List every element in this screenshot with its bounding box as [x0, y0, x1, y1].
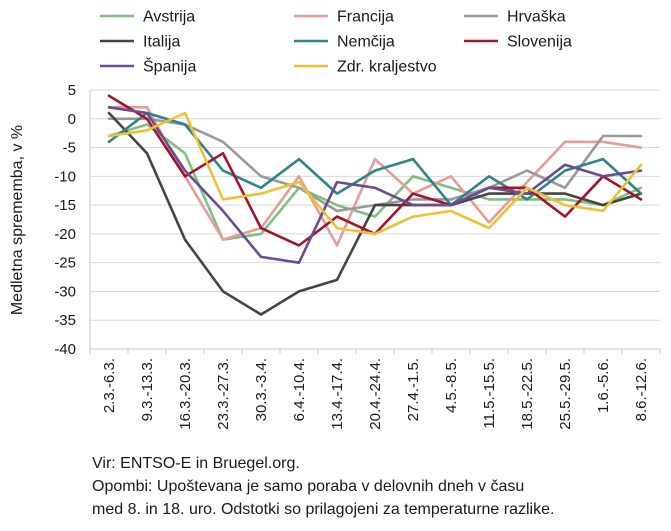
y-axis-title: Medletna sprememba, v % — [9, 125, 26, 315]
x-tick-label: 11.5.-15.5. — [481, 358, 498, 429]
x-tick-label: 27.4.-1.5. — [405, 358, 422, 421]
legend-label: Nemčija — [337, 34, 395, 51]
x-tick-label: 2.3.-6.3. — [101, 358, 118, 413]
x-tick-label: 18.5.-22.5. — [519, 358, 536, 430]
y-tick-label: 0 — [68, 111, 76, 128]
y-tick-label: 5 — [68, 82, 76, 99]
x-tick-label: 13.4.-17.4. — [329, 358, 346, 430]
x-tick-label: 9.3.-13.3. — [139, 358, 156, 421]
chart-notes: Vir: ENTSO-E in Bruegel.org. Opombi: Upo… — [92, 452, 554, 521]
x-tick-label: 25.5.-29.5. — [557, 358, 574, 430]
x-tick-label: 16.3.-20.3. — [177, 358, 194, 430]
x-tick-label: 23.3.-27.3. — [215, 358, 232, 430]
remarks-line-2: med 8. in 18. uro. Odstotki so prilagoje… — [92, 501, 555, 518]
remarks-line-1: Opombi: Upoštevana je samo poraba v delo… — [92, 478, 525, 495]
series-line — [107, 106, 643, 247]
y-tick-label: -35 — [54, 312, 76, 329]
series-line — [107, 106, 643, 265]
series-line — [107, 111, 643, 316]
legend-label: Hrvaška — [507, 9, 566, 26]
x-tick-label: 8.6.-12.6. — [633, 358, 650, 421]
legend-label: Avstrija — [143, 9, 195, 26]
x-tick-label: 4.5.-8.5. — [443, 358, 460, 413]
y-tick-label: -5 — [63, 140, 76, 157]
series-lines — [107, 94, 643, 316]
x-tick-label: 30.3.-3.4. — [253, 358, 270, 421]
legend-label: Slovenija — [507, 34, 572, 51]
line-chart: 5 0 -5 -10 -15 -20 -25 -30 -35 -40 2.3.-6.3. 9.3.-1… — [9, 9, 661, 430]
y-tick-label: -30 — [54, 283, 76, 300]
legend-label: Italija — [143, 34, 180, 51]
legend-label: Španija — [143, 57, 196, 76]
x-tick-label: 20.4.-24.4. — [367, 358, 384, 430]
y-tick-label: -25 — [54, 255, 76, 272]
axes: 5 0 -5 -10 -15 -20 -25 -30 -35 -40 2.3.-6.3. 9.3.-1… — [54, 82, 661, 430]
x-tick-label: 1.6.-5.6. — [595, 358, 612, 413]
x-tick-label: 6.4.-10.4. — [291, 358, 308, 421]
legend-label: Francija — [337, 9, 394, 26]
y-tick-label: -10 — [54, 168, 76, 185]
source-note: Vir: ENTSO-E in Bruegel.org. — [92, 455, 300, 472]
series-line — [107, 111, 643, 236]
y-tick-label: -40 — [54, 341, 76, 358]
y-tick-label: -20 — [54, 226, 76, 243]
legend-label: Zdr. kraljestvo — [337, 59, 437, 76]
legend: Avstrija Francija Hrvaška Italija Nemčija Slo… — [100, 9, 572, 76]
y-tick-label: -15 — [54, 197, 76, 214]
